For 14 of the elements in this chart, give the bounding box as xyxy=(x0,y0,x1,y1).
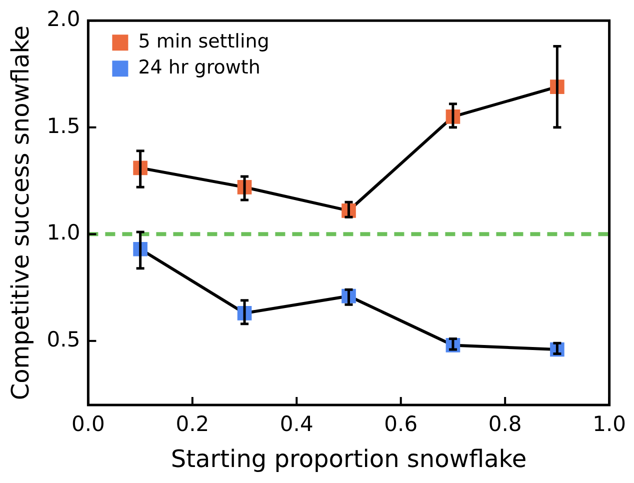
x-tick-label: 1.0 xyxy=(592,412,626,436)
x-tick-label: 0.0 xyxy=(71,412,105,436)
x-tick-label: 0.4 xyxy=(280,412,314,436)
y-axis-title: Competitive success snowflake xyxy=(6,25,35,400)
x-tick-label: 0.8 xyxy=(488,412,522,436)
y-tick-label: 1.5 xyxy=(46,114,80,138)
legend-label: 5 min settling xyxy=(138,30,270,53)
x-axis-title: Starting proportion snowflake xyxy=(170,444,527,473)
x-tick-label: 0.2 xyxy=(176,412,210,436)
x-tick-label: 0.6 xyxy=(384,412,418,436)
y-tick-label: 2.0 xyxy=(46,7,80,32)
y-tick-label: 1.0 xyxy=(46,220,80,245)
y-tick-label: 0.5 xyxy=(46,327,80,352)
legend-label: 24 hr growth xyxy=(138,56,260,79)
